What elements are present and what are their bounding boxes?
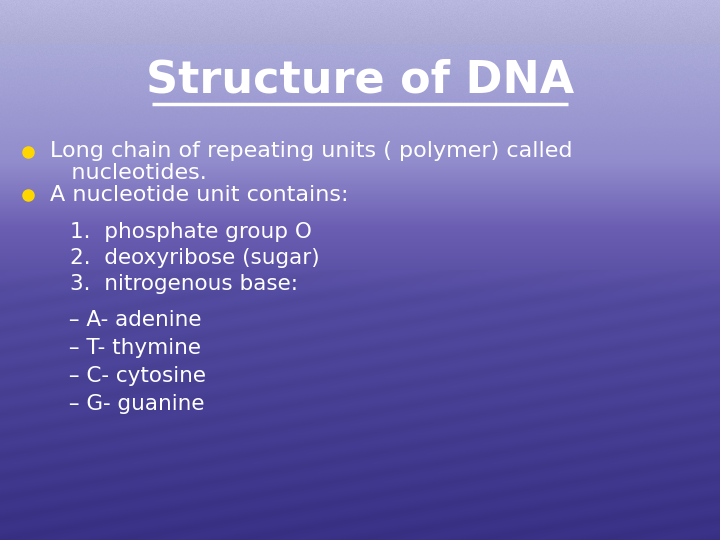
Text: – T- thymine: – T- thymine	[62, 338, 201, 358]
Text: A nucleotide unit contains:: A nucleotide unit contains:	[50, 185, 348, 205]
Text: – A- adenine: – A- adenine	[62, 310, 202, 330]
Text: 3.  nitrogenous base:: 3. nitrogenous base:	[70, 274, 298, 294]
Text: 2.  deoxyribose (sugar): 2. deoxyribose (sugar)	[70, 248, 320, 268]
Text: 1.  phosphate group O: 1. phosphate group O	[70, 222, 312, 242]
Text: – G- guanine: – G- guanine	[62, 394, 204, 414]
Text: nucleotides.: nucleotides.	[50, 163, 207, 183]
Text: – C- cytosine: – C- cytosine	[62, 366, 206, 386]
Text: Long chain of repeating units ( polymer) called: Long chain of repeating units ( polymer)…	[50, 141, 572, 161]
Text: Structure of DNA: Structure of DNA	[146, 58, 574, 102]
